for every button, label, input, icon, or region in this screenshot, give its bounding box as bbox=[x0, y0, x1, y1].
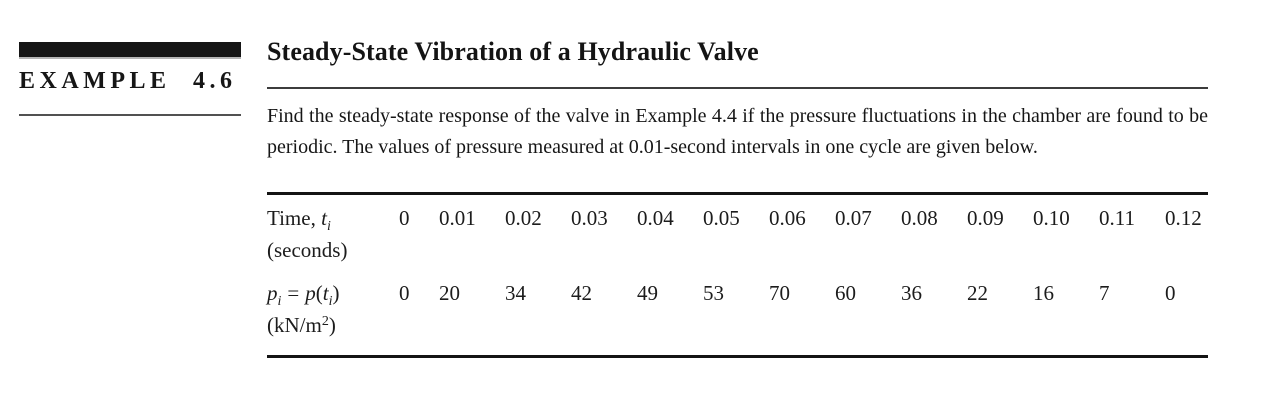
equals-sign: = bbox=[287, 281, 300, 305]
time-value-cell: 0.10 bbox=[1033, 206, 1070, 230]
example-label: EXAMPLE 4.6 bbox=[19, 68, 237, 94]
pressure-value-cell: 7 bbox=[1099, 281, 1110, 305]
pressure-value-cell: 0 bbox=[1165, 281, 1176, 305]
title-rule bbox=[267, 87, 1208, 89]
time-value-cell: 0.04 bbox=[637, 206, 674, 230]
pressure-value-cell: 42 bbox=[571, 281, 592, 305]
pressure-value-cell: 16 bbox=[1033, 281, 1054, 305]
time-value-cell: 0.11 bbox=[1099, 206, 1135, 230]
time-var-subscript: i bbox=[326, 219, 331, 234]
example-content: Steady-State Vibration of a Hydraulic Va… bbox=[267, 36, 1208, 358]
time-value-cell: 0.08 bbox=[901, 206, 938, 230]
intro-paragraph: Find the steady-state response of the va… bbox=[267, 105, 1208, 158]
pressure-var: p bbox=[267, 281, 278, 305]
time-value-cell: 0.03 bbox=[571, 206, 608, 230]
pressure-value-cell: 70 bbox=[769, 281, 790, 305]
pressure-var-subscript: i bbox=[277, 294, 282, 309]
example-marker-rule bbox=[19, 114, 241, 116]
pressure-row-label: pi = p(ti) (kN/m2) bbox=[267, 277, 399, 357]
pressure-value-cell: 36 bbox=[901, 281, 922, 305]
paren-close: ) bbox=[332, 281, 340, 305]
table-row-time: Time, ti (seconds) 0 0.01 0.02 0.03 0.04… bbox=[267, 194, 1208, 278]
pressure-arg-subscript: i bbox=[328, 294, 333, 309]
time-value-cell: 0.09 bbox=[967, 206, 1004, 230]
pressure-table-wrapper: Time, ti (seconds) 0 0.01 0.02 0.03 0.04… bbox=[267, 192, 1208, 358]
time-value-cell: 0.02 bbox=[505, 206, 542, 230]
pressure-data-table: Time, ti (seconds) 0 0.01 0.02 0.03 0.04… bbox=[267, 192, 1208, 358]
pressure-value-cell: 22 bbox=[967, 281, 988, 305]
example-title: Steady-State Vibration of a Hydraulic Va… bbox=[267, 37, 759, 66]
example-marker-bar bbox=[19, 42, 241, 59]
pressure-value-cell: 0 bbox=[399, 281, 410, 305]
time-value-cell: 0.05 bbox=[703, 206, 740, 230]
time-unit: (seconds) bbox=[267, 238, 348, 262]
pressure-unit-close: ) bbox=[328, 313, 336, 337]
pressure-arg-var: t bbox=[322, 281, 329, 305]
time-row-label: Time, ti (seconds) bbox=[267, 194, 399, 278]
time-value-cell: 0 bbox=[399, 206, 410, 230]
pressure-value-cell: 53 bbox=[703, 281, 724, 305]
pressure-value-cell: 34 bbox=[505, 281, 526, 305]
paren-open: ( bbox=[315, 281, 323, 305]
pressure-value-cell: 20 bbox=[439, 281, 460, 305]
pressure-value-cell: 49 bbox=[637, 281, 658, 305]
time-value-cell: 0.07 bbox=[835, 206, 872, 230]
example-marker: EXAMPLE 4.6 bbox=[19, 42, 241, 116]
pressure-func-var: p bbox=[305, 281, 316, 305]
time-label-text: Time, bbox=[267, 206, 322, 230]
time-var: t bbox=[321, 206, 327, 230]
table-row-pressure: pi = p(ti) (kN/m2) 0 20 34 42 49 53 70 60 … bbox=[267, 277, 1208, 357]
time-value-cell: 0.06 bbox=[769, 206, 806, 230]
pressure-unit: (kN/m bbox=[267, 313, 322, 337]
pressure-unit-exponent: 2 bbox=[321, 314, 329, 329]
pressure-value-cell: 60 bbox=[835, 281, 856, 305]
time-value-cell: 0.01 bbox=[439, 206, 476, 230]
time-value-cell: 0.12 bbox=[1165, 206, 1202, 230]
